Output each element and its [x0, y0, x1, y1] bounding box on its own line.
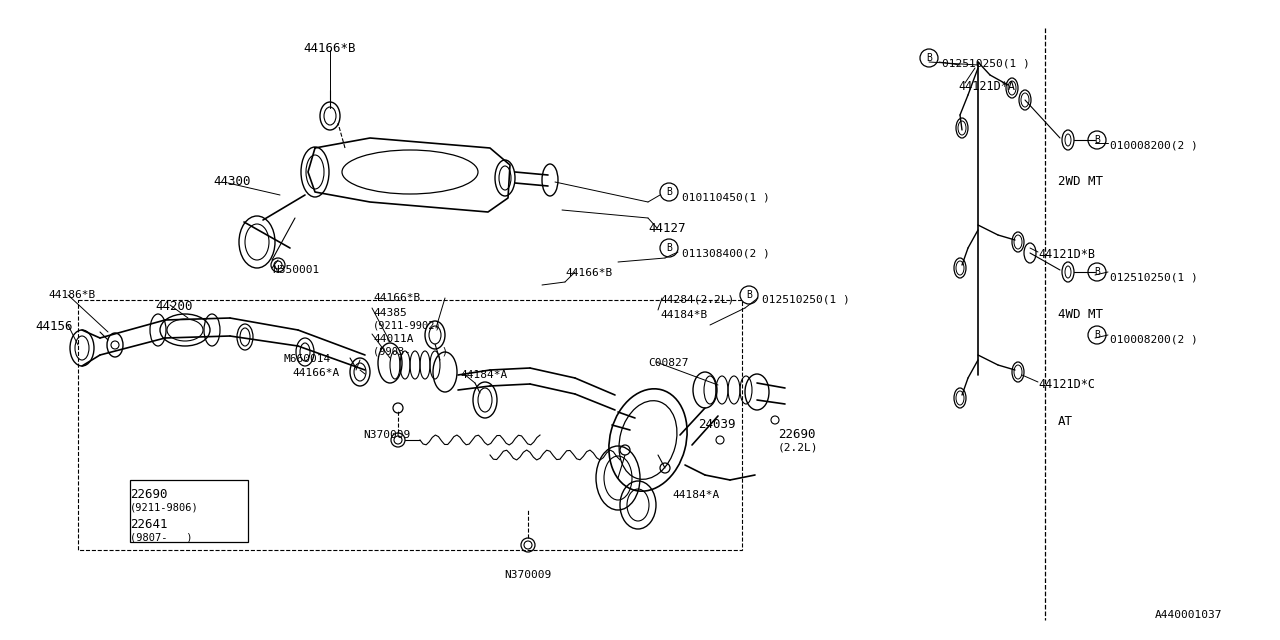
Text: 44121D*B: 44121D*B	[1038, 248, 1094, 261]
Text: 22690: 22690	[778, 428, 815, 441]
Bar	[131, 480, 248, 542]
Text: (9211-9806): (9211-9806)	[131, 502, 198, 512]
Text: 4WD MT: 4WD MT	[1059, 308, 1103, 321]
Text: 44121D*C: 44121D*C	[1038, 378, 1094, 391]
Text: 2WD MT: 2WD MT	[1059, 175, 1103, 188]
Text: B: B	[1094, 330, 1100, 340]
Text: (2.2L): (2.2L)	[778, 442, 818, 452]
Text: (9903-     ): (9903- )	[372, 347, 448, 357]
Text: 44166*A: 44166*A	[292, 368, 339, 378]
Text: 44166*B: 44166*B	[372, 293, 420, 303]
Text: 010008200(2 ): 010008200(2 )	[1110, 140, 1198, 150]
Text: N370009: N370009	[504, 570, 552, 580]
Text: B: B	[925, 53, 932, 63]
Text: 24039: 24039	[698, 418, 736, 431]
Text: B: B	[1094, 267, 1100, 277]
Text: 44186*B: 44186*B	[49, 290, 95, 300]
Text: 44200: 44200	[155, 300, 192, 313]
Text: 22690: 22690	[131, 488, 168, 501]
Text: 44300: 44300	[212, 175, 251, 188]
Text: N350001: N350001	[273, 265, 319, 275]
Text: 44127: 44127	[648, 222, 686, 235]
Text: 44166*B: 44166*B	[303, 42, 356, 55]
Text: A440001037: A440001037	[1155, 610, 1222, 620]
Text: B: B	[666, 243, 672, 253]
Text: 011308400(2 ): 011308400(2 )	[682, 248, 769, 258]
Text: 012510250(1 ): 012510250(1 )	[942, 58, 1029, 68]
Text: 44166*B: 44166*B	[564, 268, 612, 278]
Text: 44156: 44156	[35, 320, 73, 333]
Text: 010008200(2 ): 010008200(2 )	[1110, 335, 1198, 345]
Text: M660014: M660014	[284, 354, 332, 364]
Text: 22641: 22641	[131, 518, 168, 531]
Text: 44184*A: 44184*A	[672, 490, 719, 500]
Text: B: B	[666, 187, 672, 197]
Text: 44385: 44385	[372, 308, 407, 318]
Text: 44011A: 44011A	[372, 334, 413, 344]
Text: 44184*B: 44184*B	[660, 310, 708, 320]
Text: B: B	[746, 290, 751, 300]
Text: 012510250(1 ): 012510250(1 )	[1110, 272, 1198, 282]
Text: C00827: C00827	[648, 358, 689, 368]
Text: (9211-9902): (9211-9902)	[372, 321, 442, 331]
Text: N370009: N370009	[364, 430, 411, 440]
Bar	[78, 300, 742, 550]
Text: AT: AT	[1059, 415, 1073, 428]
Text: 44121D*A: 44121D*A	[957, 80, 1015, 93]
Text: 44184*A: 44184*A	[460, 370, 507, 380]
Text: 012510250(1 ): 012510250(1 )	[762, 295, 850, 305]
Text: B: B	[1094, 135, 1100, 145]
Text: 44284(2.2L): 44284(2.2L)	[660, 295, 735, 305]
Text: 010110450(1 ): 010110450(1 )	[682, 192, 769, 202]
Text: (9807-   ): (9807- )	[131, 532, 192, 542]
